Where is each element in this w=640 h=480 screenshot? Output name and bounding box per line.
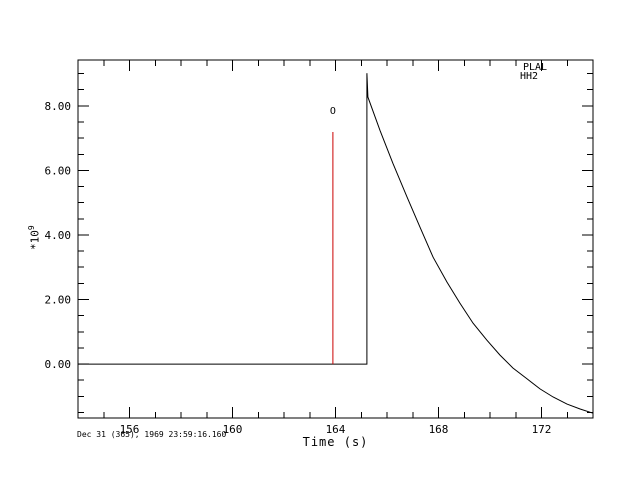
x-tick-label: 164 bbox=[326, 423, 346, 436]
y-axis-label-exponent: 9 bbox=[27, 225, 36, 231]
y-tick-label: 4.00 bbox=[45, 229, 72, 242]
signal-line bbox=[78, 73, 594, 414]
marker-O: O bbox=[330, 106, 336, 117]
legend: PLAL HH2 bbox=[520, 62, 548, 82]
legend-entry-1: PLAL bbox=[523, 62, 548, 73]
x-tick-label: 156 bbox=[120, 423, 140, 436]
x-tick-label: 172 bbox=[532, 423, 552, 436]
y-tick-label: 8.00 bbox=[45, 100, 72, 113]
y-tick-label: 2.00 bbox=[45, 294, 72, 307]
y-axis-label-base: *10 bbox=[28, 230, 42, 250]
x-tick-label: 168 bbox=[429, 423, 449, 436]
y-tick-label: 6.00 bbox=[45, 164, 72, 177]
y-axis-label: *109 bbox=[27, 225, 42, 250]
legend-entry-2: HH2 bbox=[520, 70, 539, 82]
y-tick-label: 0.00 bbox=[45, 358, 72, 371]
timestamp-label: Dec 31 (365), 1969 23:59:16.160 bbox=[77, 430, 227, 439]
x-axis-label: Time (s) bbox=[302, 435, 369, 449]
x-tick-label: 160 bbox=[223, 423, 243, 436]
